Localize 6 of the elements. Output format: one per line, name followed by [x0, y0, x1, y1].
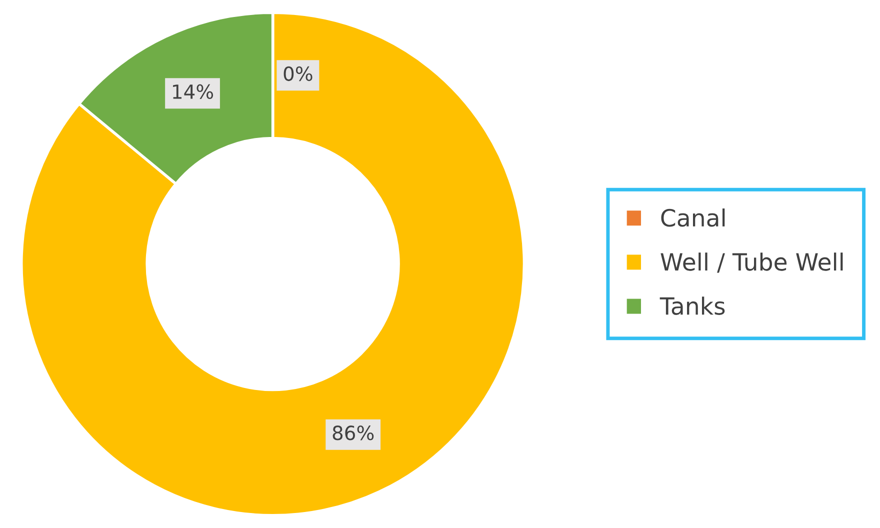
text: 0% [284, 66, 312, 82]
data-label: 14% [173, 84, 214, 100]
legend-label: Well / Tube Well [660, 252, 843, 273]
legend-label: Canal [661, 208, 725, 227]
data-label: 86% [332, 426, 374, 440]
legend-label: Tanks [660, 296, 725, 315]
